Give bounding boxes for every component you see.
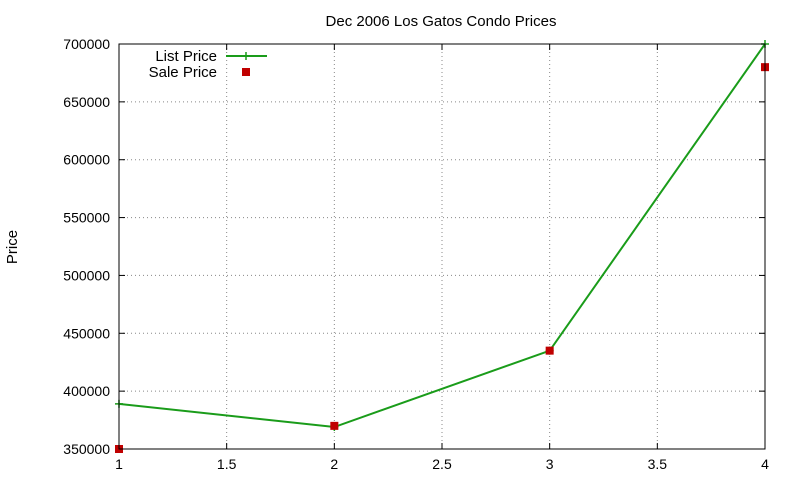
legend-swatch-point <box>242 68 250 76</box>
chart-title: Dec 2006 Los Gatos Condo Prices <box>326 13 557 30</box>
x-tick-label: 3 <box>546 456 554 472</box>
x-tick-label: 2 <box>330 456 338 472</box>
sale-price-point <box>545 346 554 355</box>
y-tick-label: 700000 <box>63 36 110 52</box>
legend-label: Sale Price <box>149 64 217 81</box>
tick-labels: 1 1.5 2 2.5 3 3.5 4 350000 400000 450000 500000 550… <box>63 36 769 472</box>
y-tick-label: 500000 <box>63 267 110 283</box>
y-tick-label: 600000 <box>63 152 110 168</box>
x-tick-label: 1.5 <box>217 456 237 472</box>
y-axis-label: Price <box>4 230 21 264</box>
sale-price-point <box>330 421 339 430</box>
list-price-line <box>118 43 766 429</box>
y-tick-label: 400000 <box>63 383 110 399</box>
y-tick-label: 350000 <box>63 441 110 457</box>
y-tick-label: 450000 <box>63 325 110 341</box>
x-tick-label: 4 <box>761 456 769 472</box>
x-tick-label: 2.5 <box>432 456 452 472</box>
legend-swatch-point <box>242 52 250 60</box>
legend-label: List Price <box>155 48 217 65</box>
y-tick-label: 550000 <box>63 210 110 226</box>
y-tick-label: 650000 <box>63 94 110 110</box>
x-tick-label: 1 <box>115 456 123 472</box>
series-layer <box>115 40 769 453</box>
plot-border <box>118 43 766 450</box>
x-tick-label: 3.5 <box>648 456 668 472</box>
